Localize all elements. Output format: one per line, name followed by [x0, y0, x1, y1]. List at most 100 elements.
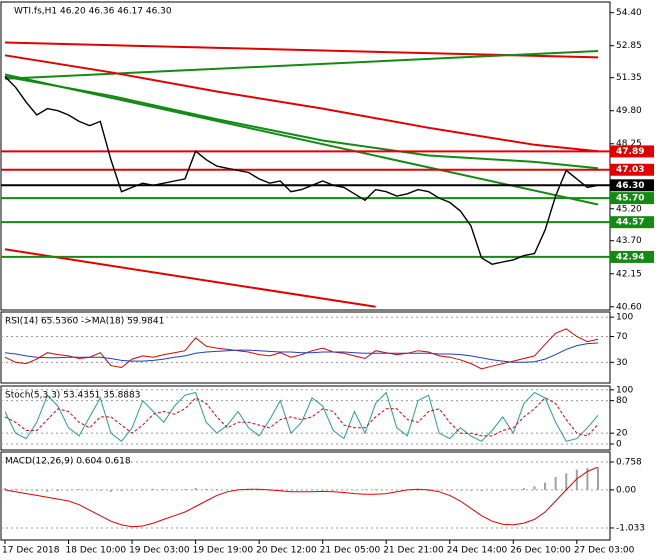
x-tick-label: 19 Dec 03:00	[129, 546, 190, 556]
histogram-bar	[141, 489, 144, 490]
series-line	[4, 328, 599, 370]
histogram-bar	[247, 489, 250, 491]
histogram-bar	[416, 489, 419, 491]
y-tick-label: 0	[616, 440, 622, 450]
y-tick-label: 70	[616, 332, 628, 342]
histogram-bar	[480, 489, 483, 492]
histogram-bar	[258, 489, 261, 491]
y-tick-label: 40.60	[616, 302, 642, 312]
level-label-box	[610, 216, 654, 229]
histogram-bar	[597, 467, 599, 490]
x-tick-label: 21 Dec 21:00	[383, 546, 444, 556]
histogram-bar	[173, 489, 176, 491]
x-tick-label: 18 Dec 10:00	[66, 546, 127, 556]
histogram-bar	[512, 489, 515, 490]
level-label-box	[610, 192, 654, 205]
level-label: 47.03	[616, 165, 644, 175]
histogram-bar	[289, 489, 292, 491]
x-tick-label: 20 Dec 12:00	[256, 546, 317, 556]
y-tick-label: 45.20	[616, 204, 642, 214]
level-label-box	[610, 179, 654, 192]
trendline	[4, 73, 599, 206]
level-label: 46.30	[616, 181, 644, 191]
histogram-bar	[342, 489, 345, 491]
level-label-box	[610, 163, 654, 176]
trendline	[4, 54, 599, 153]
histogram-bar	[448, 489, 451, 491]
histogram-bar	[522, 488, 525, 490]
histogram-bar	[99, 489, 102, 491]
histogram-bar	[46, 489, 49, 492]
y-tick-label: 100	[616, 313, 633, 323]
x-tick-label: 27 Dec 03:00	[574, 546, 635, 556]
x-tick-label: 17 Dec 2018	[2, 546, 60, 556]
histogram-bar	[35, 489, 38, 492]
level-label: 47.89	[616, 147, 644, 157]
histogram-bar	[14, 488, 17, 490]
histogram-bar	[162, 489, 165, 490]
panel-title: Stoch(5,3,3) 53.4351 35.8883	[5, 391, 140, 401]
y-tick-label: 0.758	[616, 458, 642, 468]
histogram-bar	[300, 489, 303, 491]
x-tick-label: 26 Dec 10:00	[510, 546, 571, 556]
histogram-bar	[56, 489, 59, 492]
histogram-bar	[67, 489, 70, 491]
histogram-bar	[554, 477, 557, 490]
y-tick-label: 48.25	[616, 139, 642, 149]
level-label: 44.57	[616, 218, 644, 228]
histogram-bar	[4, 488, 6, 490]
histogram-bar	[205, 488, 208, 490]
y-tick-label: 49.80	[616, 106, 642, 116]
y-tick-label: 54.40	[616, 8, 642, 18]
y-tick-label: -1.033	[616, 523, 645, 533]
histogram-bar	[215, 489, 218, 490]
histogram-bar	[194, 488, 197, 490]
histogram-bar	[279, 489, 282, 491]
y-tick-label: 30	[616, 358, 628, 368]
trendline	[4, 50, 599, 80]
level-label-box	[610, 250, 654, 263]
trendline	[4, 75, 599, 170]
histogram-bar	[501, 489, 504, 491]
panel-frame	[0, 311, 611, 384]
histogram-bar	[491, 489, 494, 491]
series-line	[4, 76, 599, 265]
panel-frame	[0, 385, 611, 451]
histogram-bar	[565, 473, 568, 490]
histogram-bar	[374, 489, 377, 490]
histogram-bar	[152, 488, 155, 490]
histogram-bar	[385, 489, 388, 491]
histogram-bar	[88, 489, 91, 491]
y-tick-label: 80	[616, 396, 628, 406]
y-tick-label: 52.85	[616, 41, 642, 51]
histogram-bar	[311, 489, 314, 491]
histogram-bar	[459, 489, 462, 491]
level-label-box	[610, 145, 654, 158]
series-line	[4, 466, 599, 528]
y-tick-label: 43.70	[616, 236, 642, 246]
histogram-bar	[427, 489, 430, 492]
panel-frame	[0, 451, 611, 541]
y-tick-label: 20	[616, 429, 628, 439]
histogram-bar	[364, 489, 367, 491]
histogram-bar	[131, 489, 134, 491]
histogram-bar	[120, 489, 123, 492]
histogram-bar	[395, 489, 398, 491]
y-tick-label: 51.35	[616, 73, 642, 83]
level-label: 42.94	[616, 252, 644, 262]
histogram-bar	[25, 489, 28, 491]
y-tick-label: 0.00	[616, 485, 636, 495]
x-tick-label: 24 Dec 14:00	[447, 546, 508, 556]
y-tick-label: 100	[616, 385, 633, 395]
histogram-bar	[321, 489, 324, 491]
histogram-bar	[226, 489, 229, 491]
y-tick-label: 42.15	[616, 269, 642, 279]
histogram-bar	[438, 489, 441, 491]
panel-title: RSI(14) 65.5360 ->MA(18) 59.9841	[5, 317, 164, 327]
histogram-bar	[533, 486, 536, 490]
panel-title: MACD(12,26,9) 0.604 0.618	[5, 457, 131, 467]
histogram-bar	[109, 489, 112, 492]
histogram-bar	[469, 489, 472, 491]
